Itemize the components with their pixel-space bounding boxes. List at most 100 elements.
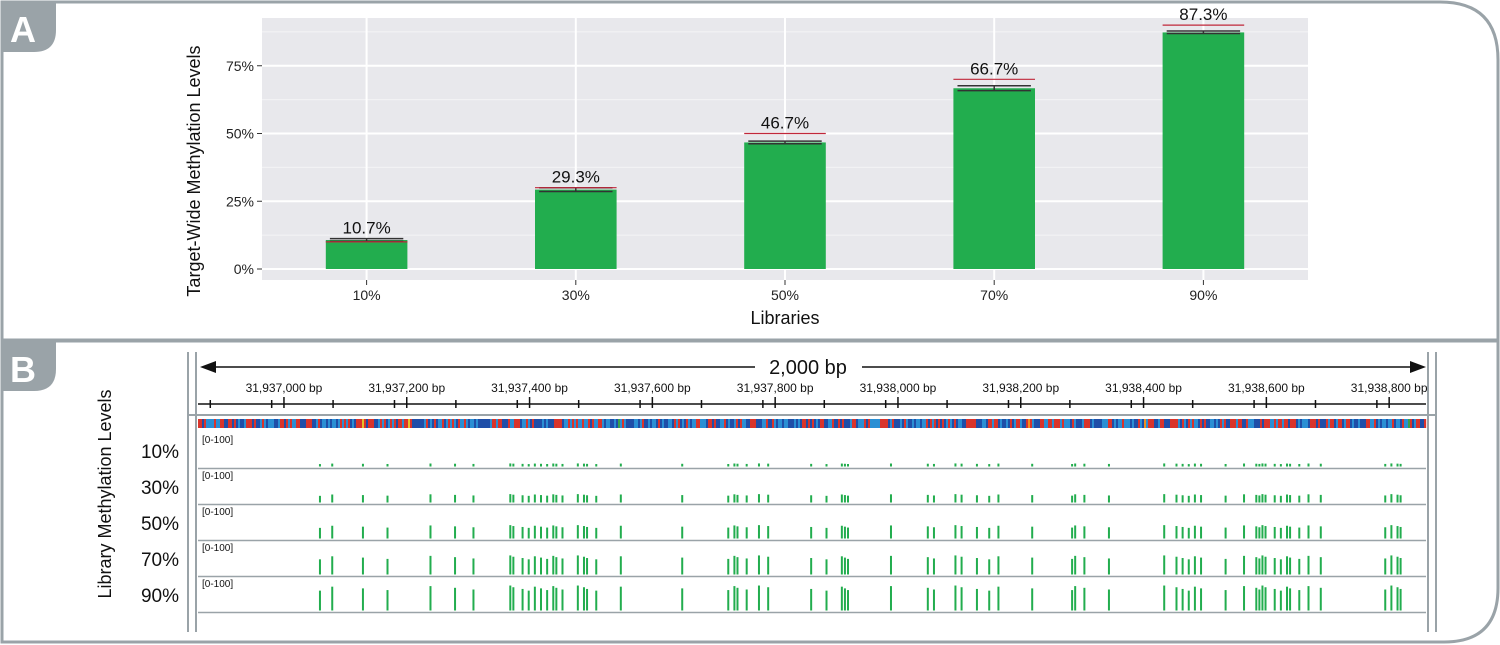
- sequence-base: [1056, 419, 1059, 428]
- methylation-bar: [727, 495, 730, 503]
- methylation-bar: [745, 589, 748, 611]
- sequence-base: [1264, 419, 1267, 428]
- sequence-base: [242, 419, 245, 428]
- sequence-base: [1396, 419, 1399, 428]
- methylation-bar: [1289, 463, 1292, 467]
- methylation-bar: [1175, 556, 1178, 575]
- sequence-base: [278, 419, 281, 428]
- sequence-base: [1180, 419, 1183, 428]
- span-label: 2,000 bp: [769, 357, 847, 379]
- sequence-base: [800, 419, 803, 428]
- sequence-base: [628, 419, 631, 428]
- sequence-base: [1150, 419, 1153, 428]
- sequence-base: [258, 419, 261, 428]
- sequence-base: [1416, 419, 1419, 428]
- sequence-base: [1358, 419, 1361, 428]
- methylation-bar: [1181, 588, 1184, 611]
- sequence-base: [1054, 419, 1057, 428]
- value-label: 66.7%: [970, 59, 1018, 78]
- methylation-bar: [1261, 585, 1264, 611]
- sequence-base: [724, 419, 727, 428]
- methylation-bar: [361, 463, 364, 467]
- ruler-tick-label: 31,938,000 bp: [860, 381, 937, 395]
- sequence-base: [564, 419, 567, 428]
- methylation-bar: [1298, 463, 1301, 467]
- sequence-base: [782, 419, 785, 428]
- sequence-base: [292, 419, 295, 428]
- methylation-bar: [539, 463, 542, 467]
- sequence-base: [1424, 419, 1427, 428]
- methylation-bar: [757, 463, 760, 467]
- methylation-bar: [1071, 558, 1074, 575]
- methylation-bar: [552, 463, 555, 467]
- sequence-base: [960, 419, 963, 428]
- sequence-base: [1376, 419, 1379, 428]
- sequence-base: [1382, 419, 1385, 428]
- methylation-bar: [767, 526, 770, 539]
- methylation-bar: [1083, 463, 1086, 467]
- methylation-bar: [727, 463, 730, 467]
- sequence-base: [838, 419, 841, 428]
- methylation-bar: [472, 495, 475, 503]
- sequence-base: [276, 419, 279, 428]
- sequence-base: [540, 419, 543, 428]
- sequence-base: [862, 419, 865, 428]
- sequence-base: [462, 419, 465, 428]
- sequence-base: [754, 419, 757, 428]
- methylation-bar: [960, 556, 963, 575]
- ruler-tick-label: 31,937,000 bp: [246, 381, 323, 395]
- methylation-bar: [1384, 527, 1387, 539]
- sequence-base: [1410, 419, 1413, 428]
- sequence-base: [396, 419, 399, 428]
- sequence-base: [1312, 419, 1315, 428]
- methylation-bar: [960, 587, 963, 611]
- sequence-base: [1022, 419, 1025, 428]
- sequence-base: [214, 419, 217, 428]
- methylation-bar: [846, 495, 849, 503]
- sequence-base: [624, 419, 627, 428]
- sequence-base: [1072, 419, 1075, 428]
- ruler-tick-label: 31,937,400 bp: [491, 381, 568, 395]
- methylation-bar: [926, 494, 929, 503]
- methylation-bar: [1071, 527, 1074, 539]
- sequence-base: [352, 419, 355, 428]
- methylation-bar: [1390, 585, 1393, 611]
- sequence-base: [828, 419, 831, 428]
- sequence-base: [1034, 419, 1037, 428]
- methylation-bar: [1289, 557, 1292, 575]
- methylation-bar: [1163, 525, 1166, 539]
- sequence-base: [330, 419, 333, 428]
- methylation-bar: [889, 555, 892, 575]
- methylation-bar: [386, 463, 389, 467]
- sequence-base: [596, 419, 599, 428]
- methylation-bar: [1273, 526, 1276, 539]
- methylation-bar: [1279, 559, 1282, 575]
- sequence-base: [272, 419, 275, 428]
- methylation-bar: [509, 463, 512, 467]
- sequence-base: [340, 419, 343, 428]
- sequence-base: [1414, 419, 1417, 428]
- methylation-bar: [727, 590, 730, 611]
- sequence-base: [502, 419, 505, 428]
- methylation-bar: [1243, 525, 1246, 539]
- sequence-base: [1206, 419, 1209, 428]
- sequence-base: [384, 419, 387, 428]
- sequence-base: [1160, 419, 1163, 428]
- methylation-bar: [561, 527, 564, 539]
- methylation-bar: [533, 586, 536, 611]
- methylation-bar: [1264, 556, 1267, 575]
- sequence-base: [1228, 419, 1231, 428]
- sequence-base: [1128, 419, 1131, 428]
- sequence-base: [1234, 419, 1237, 428]
- sequence-base: [1246, 419, 1249, 428]
- sequence-base: [646, 419, 649, 428]
- sequence-base: [1086, 419, 1089, 428]
- methylation-bar: [512, 494, 515, 503]
- sequence-base: [436, 419, 439, 428]
- sequence-base: [486, 419, 489, 428]
- sequence-base: [914, 419, 917, 428]
- methylation-bar: [810, 558, 813, 575]
- methylation-bar: [954, 555, 957, 575]
- sequence-base: [712, 419, 715, 428]
- methylation-bar: [1279, 590, 1282, 611]
